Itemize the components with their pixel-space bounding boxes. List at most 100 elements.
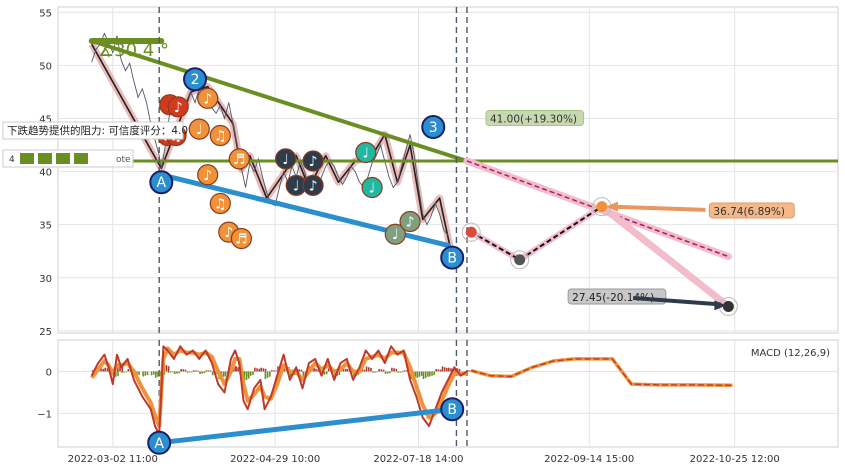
info-box-text: 下跌趋势提供的阻力: 可信度评分：4.0 xyxy=(7,124,188,137)
macd-histogram-bar xyxy=(106,368,109,372)
macd-histogram-bar xyxy=(102,368,105,372)
annotation-box xyxy=(485,110,585,127)
macd-point-label: A xyxy=(154,436,164,452)
macd-y-tick-label: 0 xyxy=(46,367,52,378)
score-badge-icon xyxy=(20,153,34,164)
macd-histogram-bar xyxy=(224,371,227,377)
forecast-node xyxy=(722,300,734,312)
macd-point-label: B xyxy=(447,402,457,418)
price-y-tick-label: 30 xyxy=(39,274,52,285)
note-marker-circle xyxy=(209,124,231,147)
macd-histogram-bar xyxy=(353,371,355,377)
macd-histogram-bar xyxy=(138,371,140,375)
macd-histogram-bar xyxy=(437,369,440,372)
macd-histogram-bar xyxy=(180,368,182,372)
macd-trendline xyxy=(158,406,453,446)
macd-histogram-bar xyxy=(249,371,252,376)
macd-histogram-bar xyxy=(323,371,326,375)
price-y-tick-label: 35 xyxy=(39,221,52,232)
annotation-arrow xyxy=(633,295,721,307)
macd-histogram-bar xyxy=(199,371,201,374)
note-marker-icon: ♬ xyxy=(233,152,246,168)
macd-histogram-bar xyxy=(254,367,256,372)
macd-histogram-bar xyxy=(197,370,199,372)
upper-trendline xyxy=(91,39,468,163)
macd-histogram-bar xyxy=(386,371,389,374)
macd-histogram-bar xyxy=(146,371,149,375)
macd-histogram-bar xyxy=(165,365,168,372)
macd-histogram-bar xyxy=(389,371,391,374)
note-marker-circle xyxy=(188,118,210,140)
macd-histogram-bar xyxy=(245,371,248,381)
macd-histogram-bar xyxy=(346,368,349,372)
macd-histogram-bar xyxy=(207,370,210,372)
macd-histogram-bar xyxy=(169,371,172,373)
macd-point-circle xyxy=(440,397,465,422)
price-y-tick-label: 55 xyxy=(39,8,52,19)
macd-histogram-bar xyxy=(422,371,425,380)
note-marker: ♪ xyxy=(197,164,219,186)
macd-histogram-bar xyxy=(370,367,372,372)
macd-histogram-bar xyxy=(446,367,448,372)
x-tick-label: 2022-10-25 12:00 xyxy=(690,454,780,465)
macd-histogram-bar xyxy=(264,371,267,380)
annotation-box xyxy=(708,202,795,219)
macd-histogram-bar xyxy=(157,371,159,377)
macd-histogram-bar xyxy=(363,369,366,372)
macd-histogram-bar xyxy=(273,370,275,372)
note-marker-icon: ♪ xyxy=(224,225,233,241)
macd-histogram-bar xyxy=(344,368,347,372)
info-badge-number: 4 xyxy=(9,155,15,165)
macd-histogram-bar xyxy=(382,369,385,372)
note-marker: ♩ xyxy=(361,176,383,199)
macd-histogram-bar xyxy=(378,368,381,372)
note-marker-circle xyxy=(302,150,324,172)
macd-histogram-bar xyxy=(302,371,305,377)
note-marker: ♩ xyxy=(355,141,377,164)
macd-histogram-bar xyxy=(142,371,144,377)
note-marker-icon: ♬ xyxy=(235,231,248,247)
macd-histogram-bar xyxy=(401,371,404,373)
note-marker: ♫ xyxy=(209,124,231,147)
macd-histogram-bar xyxy=(439,369,442,372)
macd-histogram-bar xyxy=(458,368,461,372)
macd-histogram-bar xyxy=(192,370,195,372)
note-marker-icon: ♩ xyxy=(293,178,300,194)
macd-histogram-bar xyxy=(127,368,130,372)
forecast-path-line xyxy=(470,205,603,261)
macd-histogram-bar xyxy=(144,371,147,376)
note-marker: ♪ xyxy=(197,87,219,109)
note-marker-icon: ♩ xyxy=(282,152,289,168)
note-marker: ♫ xyxy=(209,192,231,215)
note-marker-circle xyxy=(209,192,231,215)
macd-histogram-bar xyxy=(393,368,395,372)
macd-histogram-bar xyxy=(268,371,271,377)
note-marker-circle xyxy=(230,227,253,250)
macd-histogram-bar xyxy=(395,368,398,372)
annotation-arrowhead xyxy=(605,201,618,212)
macd-line xyxy=(90,345,468,436)
macd-histogram-bar xyxy=(260,367,262,372)
forecast-node-ring xyxy=(461,222,481,242)
macd-histogram-bar xyxy=(182,369,185,372)
macd-histogram-bar xyxy=(209,370,212,372)
macd-histogram-bar xyxy=(256,368,258,372)
note-marker-icon: ♫ xyxy=(214,128,227,144)
macd-histogram-bar xyxy=(327,367,330,372)
macd-histogram-bar xyxy=(270,370,273,372)
note-marker: ♪ xyxy=(167,96,189,118)
macd-histogram-bar xyxy=(123,371,126,373)
macd-histogram-bar xyxy=(277,366,279,372)
pattern-point-label: B xyxy=(447,251,457,267)
score-badge-icon xyxy=(56,153,70,164)
note-marker: ♪ xyxy=(302,174,324,196)
macd-histogram-bar xyxy=(367,367,370,372)
macd-histogram-bar xyxy=(325,371,328,375)
macd-histogram-bar xyxy=(176,371,178,374)
note-marker: ♪ xyxy=(302,150,324,172)
note-marker-icon: ♪ xyxy=(406,215,415,231)
note-marker-circle xyxy=(197,164,219,186)
macd-histogram-bar xyxy=(190,371,193,373)
macd-point-circle xyxy=(147,430,172,455)
pattern-point-label: 2 xyxy=(191,72,200,88)
